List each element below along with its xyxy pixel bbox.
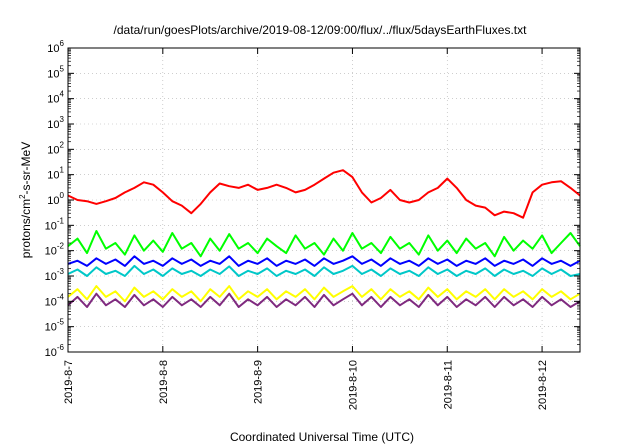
y-tick-label-base: 10: [45, 347, 57, 359]
y-tick-label-exp: -4: [57, 292, 65, 301]
y-tick-label-base: 10: [45, 246, 57, 258]
y-axis-ticks: 10-610-510-410-310-210-11001011021031041…: [45, 39, 580, 359]
y-tick-label: 105: [47, 64, 64, 80]
x-tick-label: 2019-8-10: [347, 360, 359, 410]
y-tick-label: 100: [47, 191, 64, 207]
y-tick-label-exp: 3: [60, 115, 65, 124]
x-axis-ticks: 2019-8-7 2019-8-8 2019-8-9 2019-8-10 2019-8-…: [63, 48, 549, 410]
y-tick-label-base: 10: [47, 170, 59, 182]
y-axis-label-main: protons/cm: [19, 199, 33, 258]
grid: [68, 48, 580, 352]
chart-title: /data/run/goesPlots/archive/2019-08-12/0…: [114, 23, 528, 37]
y-tick-label: 101: [47, 166, 64, 182]
y-tick-label: 10-6: [45, 343, 65, 359]
y-tick-label-exp: 4: [60, 90, 65, 99]
y-tick-label: 10-2: [45, 242, 65, 258]
y-tick-label: 10-3: [45, 267, 65, 283]
y-tick-label-exp: -5: [57, 318, 65, 327]
y-tick-label-exp: -2: [57, 242, 65, 251]
y-axis-label: protons/cm2-s-sr-MeV: [18, 142, 33, 258]
y-tick-label-base: 10: [45, 296, 57, 308]
y-tick-label-base: 10: [47, 195, 59, 207]
y-tick-label-base: 10: [47, 144, 59, 156]
y-tick-label: 10-5: [45, 318, 65, 334]
y-tick-label: 10-1: [45, 216, 65, 232]
y-tick-label-exp: -6: [57, 343, 65, 352]
y-tick-label: 10-4: [45, 292, 65, 308]
x-tick-label: 2019-8-8: [158, 360, 170, 404]
series-line-1: [67, 230, 581, 258]
y-axis-label-sup: 2: [18, 194, 27, 199]
series-group: [67, 169, 581, 308]
series-line-4: [67, 285, 581, 303]
x-tick-label: 2019-8-7: [63, 360, 75, 404]
y-tick-label-base: 10: [45, 271, 57, 283]
y-tick-label-exp: 6: [60, 39, 65, 48]
y-tick-label-exp: 2: [60, 140, 65, 149]
series-line-2: [67, 255, 581, 267]
y-tick-label: 106: [47, 39, 64, 55]
series-line-5: [67, 292, 581, 308]
y-tick-label-base: 10: [47, 94, 59, 106]
y-tick-label-exp: 5: [60, 64, 65, 73]
y-tick-label-base: 10: [45, 322, 57, 334]
x-tick-label: 2019-8-11: [442, 360, 454, 409]
y-tick-label-exp: -3: [57, 267, 65, 276]
series-line-0: [67, 169, 581, 219]
y-tick-label-exp: 0: [60, 191, 65, 200]
y-tick-label: 102: [47, 140, 64, 156]
x-tick-label: 2019-8-12: [537, 360, 549, 410]
y-tick-label-base: 10: [47, 43, 59, 55]
y-tick-label-base: 10: [47, 119, 59, 131]
series-line-3: [67, 264, 581, 277]
x-tick-label: 2019-8-9: [253, 360, 265, 404]
y-tick-label-exp: 1: [60, 166, 65, 175]
x-axis-label: Coordinated Universal Time (UTC): [230, 430, 414, 444]
y-tick-label-base: 10: [47, 68, 59, 80]
y-tick-label: 103: [47, 115, 64, 131]
y-tick-label: 104: [47, 90, 64, 106]
y-tick-label-base: 10: [45, 220, 57, 232]
y-axis-label-tail: -s-sr-MeV: [19, 142, 33, 195]
y-tick-label-exp: -1: [57, 216, 65, 225]
